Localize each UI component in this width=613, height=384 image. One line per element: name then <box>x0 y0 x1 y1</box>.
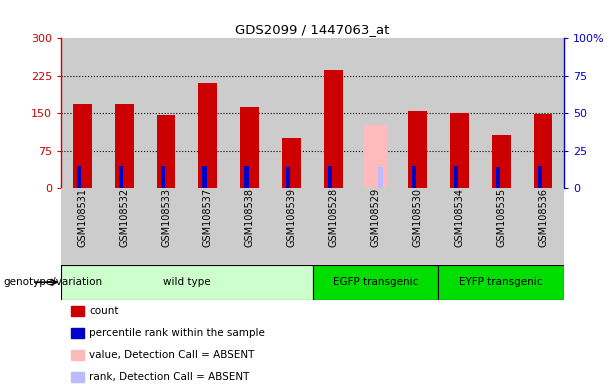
Text: GSM108530: GSM108530 <box>413 188 422 247</box>
Bar <box>71 328 84 338</box>
Bar <box>324 70 343 188</box>
Bar <box>328 166 332 188</box>
Bar <box>245 166 248 188</box>
Bar <box>115 104 134 188</box>
Text: rank, Detection Call = ABSENT: rank, Detection Call = ABSENT <box>89 372 249 382</box>
Bar <box>71 350 84 360</box>
Text: percentile rank within the sample: percentile rank within the sample <box>89 328 265 338</box>
Bar <box>229 188 271 265</box>
Bar <box>119 166 123 188</box>
Text: wild type: wild type <box>163 277 211 287</box>
Bar <box>496 167 500 188</box>
Bar <box>480 188 522 265</box>
Text: GSM108528: GSM108528 <box>329 188 338 247</box>
Bar <box>199 83 218 188</box>
Text: GSM108532: GSM108532 <box>119 188 129 247</box>
Bar <box>378 167 383 188</box>
Text: genotype/variation: genotype/variation <box>3 277 102 287</box>
Bar <box>202 166 207 188</box>
Bar <box>313 265 438 300</box>
Bar <box>161 166 165 188</box>
Text: count: count <box>89 306 118 316</box>
Bar <box>240 107 259 188</box>
Text: GSM108529: GSM108529 <box>370 188 381 247</box>
Bar <box>313 38 354 188</box>
Text: GSM108533: GSM108533 <box>161 188 171 247</box>
Bar <box>412 166 416 188</box>
Bar <box>364 125 387 188</box>
Bar <box>313 188 354 265</box>
Bar <box>187 38 229 188</box>
Text: GSM108538: GSM108538 <box>245 188 255 247</box>
Bar <box>538 166 542 188</box>
Bar <box>454 166 458 188</box>
Bar <box>438 265 564 300</box>
Bar <box>73 104 92 188</box>
Text: EYFP transgenic: EYFP transgenic <box>459 277 543 287</box>
Bar <box>480 38 522 188</box>
Bar <box>156 115 175 188</box>
Bar <box>229 38 271 188</box>
Text: EGFP transgenic: EGFP transgenic <box>333 277 418 287</box>
Bar <box>61 188 103 265</box>
Bar <box>103 38 145 188</box>
Text: GSM108539: GSM108539 <box>287 188 297 247</box>
Bar <box>71 372 84 382</box>
Bar <box>61 38 103 188</box>
Bar <box>522 38 564 188</box>
Text: GSM108531: GSM108531 <box>77 188 87 247</box>
Bar <box>397 188 438 265</box>
Bar <box>145 38 187 188</box>
Bar <box>533 114 552 188</box>
Bar <box>103 188 145 265</box>
Bar <box>71 306 84 316</box>
Text: GSM108535: GSM108535 <box>496 188 506 247</box>
Bar <box>286 167 291 188</box>
Bar <box>397 38 438 188</box>
Text: GSM108534: GSM108534 <box>454 188 464 247</box>
Bar <box>408 111 427 188</box>
Bar <box>145 188 187 265</box>
Bar <box>522 188 564 265</box>
Bar <box>354 188 397 265</box>
Bar <box>61 265 313 300</box>
Bar <box>438 38 480 188</box>
Bar <box>438 188 480 265</box>
Text: GSM108536: GSM108536 <box>538 188 548 247</box>
Text: value, Detection Call = ABSENT: value, Detection Call = ABSENT <box>89 350 254 360</box>
Bar <box>271 188 313 265</box>
Bar <box>450 113 469 188</box>
Bar <box>187 188 229 265</box>
Title: GDS2099 / 1447063_at: GDS2099 / 1447063_at <box>235 23 390 36</box>
Text: GSM108537: GSM108537 <box>203 188 213 247</box>
Bar <box>271 38 313 188</box>
Bar <box>354 38 397 188</box>
Bar <box>77 166 81 188</box>
Bar <box>492 135 511 188</box>
Bar <box>282 138 301 188</box>
